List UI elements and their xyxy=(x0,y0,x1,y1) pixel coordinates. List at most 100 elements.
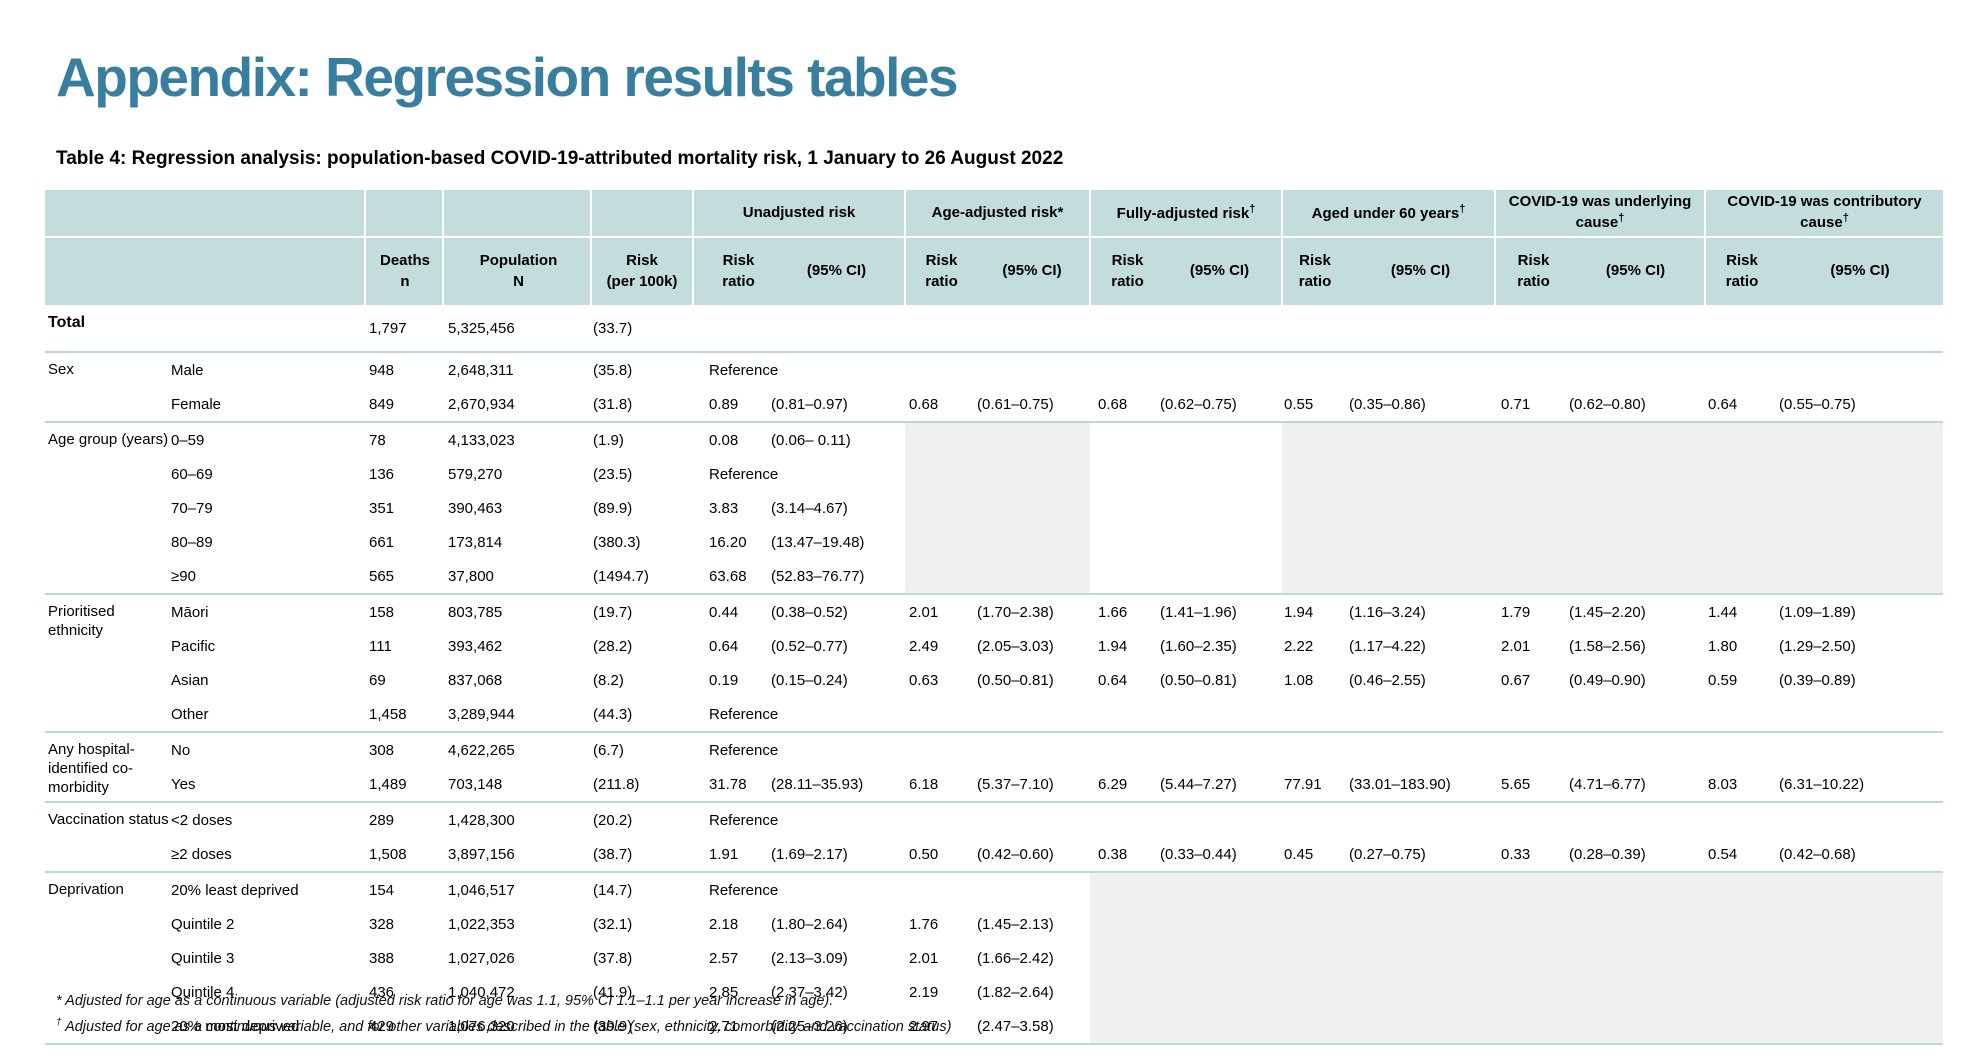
value-cell xyxy=(1705,802,1777,837)
value-cell xyxy=(1567,941,1706,975)
value-cell: 948 xyxy=(369,361,395,379)
value-cell: 351 xyxy=(369,499,395,517)
value-cell xyxy=(1158,1009,1283,1044)
table-row: Quintile 3 388 1,027,026 (37.8) 2.57 (2.13–3.… xyxy=(45,941,1944,975)
subcategory-cell: Female xyxy=(171,395,222,413)
value-cell: 5.65 xyxy=(1501,775,1531,793)
value-cell: (3.14–4.67) xyxy=(771,499,848,517)
subcategory-cell: Yes xyxy=(171,775,196,793)
table-row: Total 1,797 5,325,456 (33.7) xyxy=(45,305,1943,352)
value-cell xyxy=(1567,422,1706,457)
value-cell xyxy=(1090,697,1158,732)
category-cell: Any hospital- identified co- morbidity xyxy=(48,741,135,796)
value-cell xyxy=(1777,352,1943,387)
value-cell: 388 xyxy=(369,949,395,967)
value-cell: 1.76 xyxy=(909,915,939,933)
value-cell: 0.64 xyxy=(709,637,739,655)
value-cell xyxy=(1158,732,1282,767)
column-header: (95% CI) xyxy=(975,237,1091,305)
table-row: Prioritised ethnicity Māori 158 803,785 (19.… xyxy=(45,594,1943,639)
value-cell: 2.18 xyxy=(709,915,739,933)
table-row: ≥2 doses 1,508 3,897,156 (38.7) 1.91 (1.69–2.… xyxy=(45,837,1943,872)
value-cell xyxy=(1090,457,1158,491)
table-section: Deprivation 20% least deprived 154 1,046,51… xyxy=(45,872,1944,1044)
column-header xyxy=(168,237,366,305)
value-cell: (1.9) xyxy=(593,431,624,449)
value-cell: 837,068 xyxy=(448,671,503,689)
value-cell xyxy=(1705,1009,1778,1044)
subcategory-cell: Quintile 4 xyxy=(171,983,235,1001)
value-cell: 0.71 xyxy=(1501,395,1531,413)
value-cell: 173,814 xyxy=(448,533,503,551)
value-cell xyxy=(1090,422,1158,457)
value-cell: 1,076,320 xyxy=(448,1017,515,1035)
value-cell: 393,462 xyxy=(448,637,503,655)
value-cell xyxy=(975,732,1090,767)
value-cell: (0.42–0.68) xyxy=(1779,845,1856,863)
value-cell xyxy=(1777,305,1943,352)
subcategory-cell: Quintile 3 xyxy=(171,949,235,967)
table-section: Vaccination status <2 doses 289 1,428,300 (2… xyxy=(45,802,1944,872)
value-cell: (2.25–3.26) xyxy=(771,1017,848,1035)
value-cell xyxy=(1282,697,1347,732)
value-cell xyxy=(905,422,975,457)
column-header: Population N xyxy=(443,237,592,305)
value-cell: 136 xyxy=(369,465,395,483)
value-cell xyxy=(1495,802,1567,837)
value-cell: (1.09–1.89) xyxy=(1779,603,1856,621)
dagger-mark: † xyxy=(1618,212,1625,224)
value-cell: (0.15–0.24) xyxy=(771,671,848,689)
table-row: Quintile 4 436 1,040,472 (41.9) 2.85 (2.37–3.… xyxy=(45,975,1944,1009)
value-cell: 0.54 xyxy=(1708,845,1738,863)
value-cell: (52.83–76.77) xyxy=(771,567,865,585)
value-cell: (1.41–1.96) xyxy=(1160,603,1237,621)
value-cell: (44.3) xyxy=(593,705,633,723)
value-cell xyxy=(1705,457,1778,491)
value-cell xyxy=(1158,559,1282,594)
table-section: Age group (years) 0–59 78 4,133,023 (1.9) 0.0… xyxy=(45,422,1944,594)
value-cell xyxy=(1495,559,1568,594)
value-cell: (0.62–0.75) xyxy=(1160,395,1237,413)
value-cell xyxy=(975,872,1090,907)
table-row: Any hospital- identified co- morbidity No… xyxy=(45,732,1943,796)
value-cell xyxy=(1777,941,1944,975)
value-cell xyxy=(905,457,975,491)
value-cell xyxy=(1705,352,1777,387)
value-cell: 63.68 xyxy=(709,567,747,585)
subcategory-cell: Pacific xyxy=(171,637,216,655)
column-header: Risk ratio xyxy=(1282,237,1348,305)
value-cell xyxy=(1158,872,1283,907)
table-row: Asian 69 837,068 (8.2) 0.19 (0.15–0.24) 0.63 (0… xyxy=(45,663,1943,697)
value-cell: (380.3) xyxy=(593,533,641,551)
value-cell: (28.2) xyxy=(593,637,633,655)
value-cell xyxy=(1705,305,1777,352)
value-cell: 429 xyxy=(369,1017,395,1035)
subcategory-cell: No xyxy=(171,741,191,759)
value-cell xyxy=(1705,907,1778,941)
value-cell xyxy=(1495,732,1567,767)
column-header: Risk (per 100k) xyxy=(591,237,694,305)
value-cell xyxy=(1282,305,1347,352)
group-header: COVID-19 was contributory cause† xyxy=(1705,190,1944,238)
column-header: Risk ratio xyxy=(1090,237,1158,305)
group-header: Age-adjusted risk* xyxy=(905,190,1091,238)
value-cell: 308 xyxy=(369,741,395,759)
value-cell xyxy=(1777,559,1944,594)
value-cell xyxy=(1777,1009,1944,1044)
value-cell xyxy=(1567,732,1705,767)
value-cell: 4,133,023 xyxy=(448,431,515,449)
dagger-mark: † xyxy=(1842,212,1849,224)
value-cell: (35.8) xyxy=(593,361,633,379)
value-cell xyxy=(975,305,1090,352)
value-cell: (39.9) xyxy=(593,1017,633,1035)
value-cell: 579,270 xyxy=(448,465,503,483)
subcategory-cell: <2 doses xyxy=(171,811,233,829)
value-cell xyxy=(1347,732,1495,767)
value-cell xyxy=(975,422,1090,457)
table-row: Sex Male 948 2,648,311 (35.8) Reference xyxy=(45,352,1943,387)
value-cell: (0.39–0.89) xyxy=(1779,671,1856,689)
value-cell xyxy=(1567,802,1705,837)
value-cell: 16.20 xyxy=(709,533,747,551)
value-cell xyxy=(975,491,1090,525)
value-cell: (1494.7) xyxy=(593,567,649,585)
